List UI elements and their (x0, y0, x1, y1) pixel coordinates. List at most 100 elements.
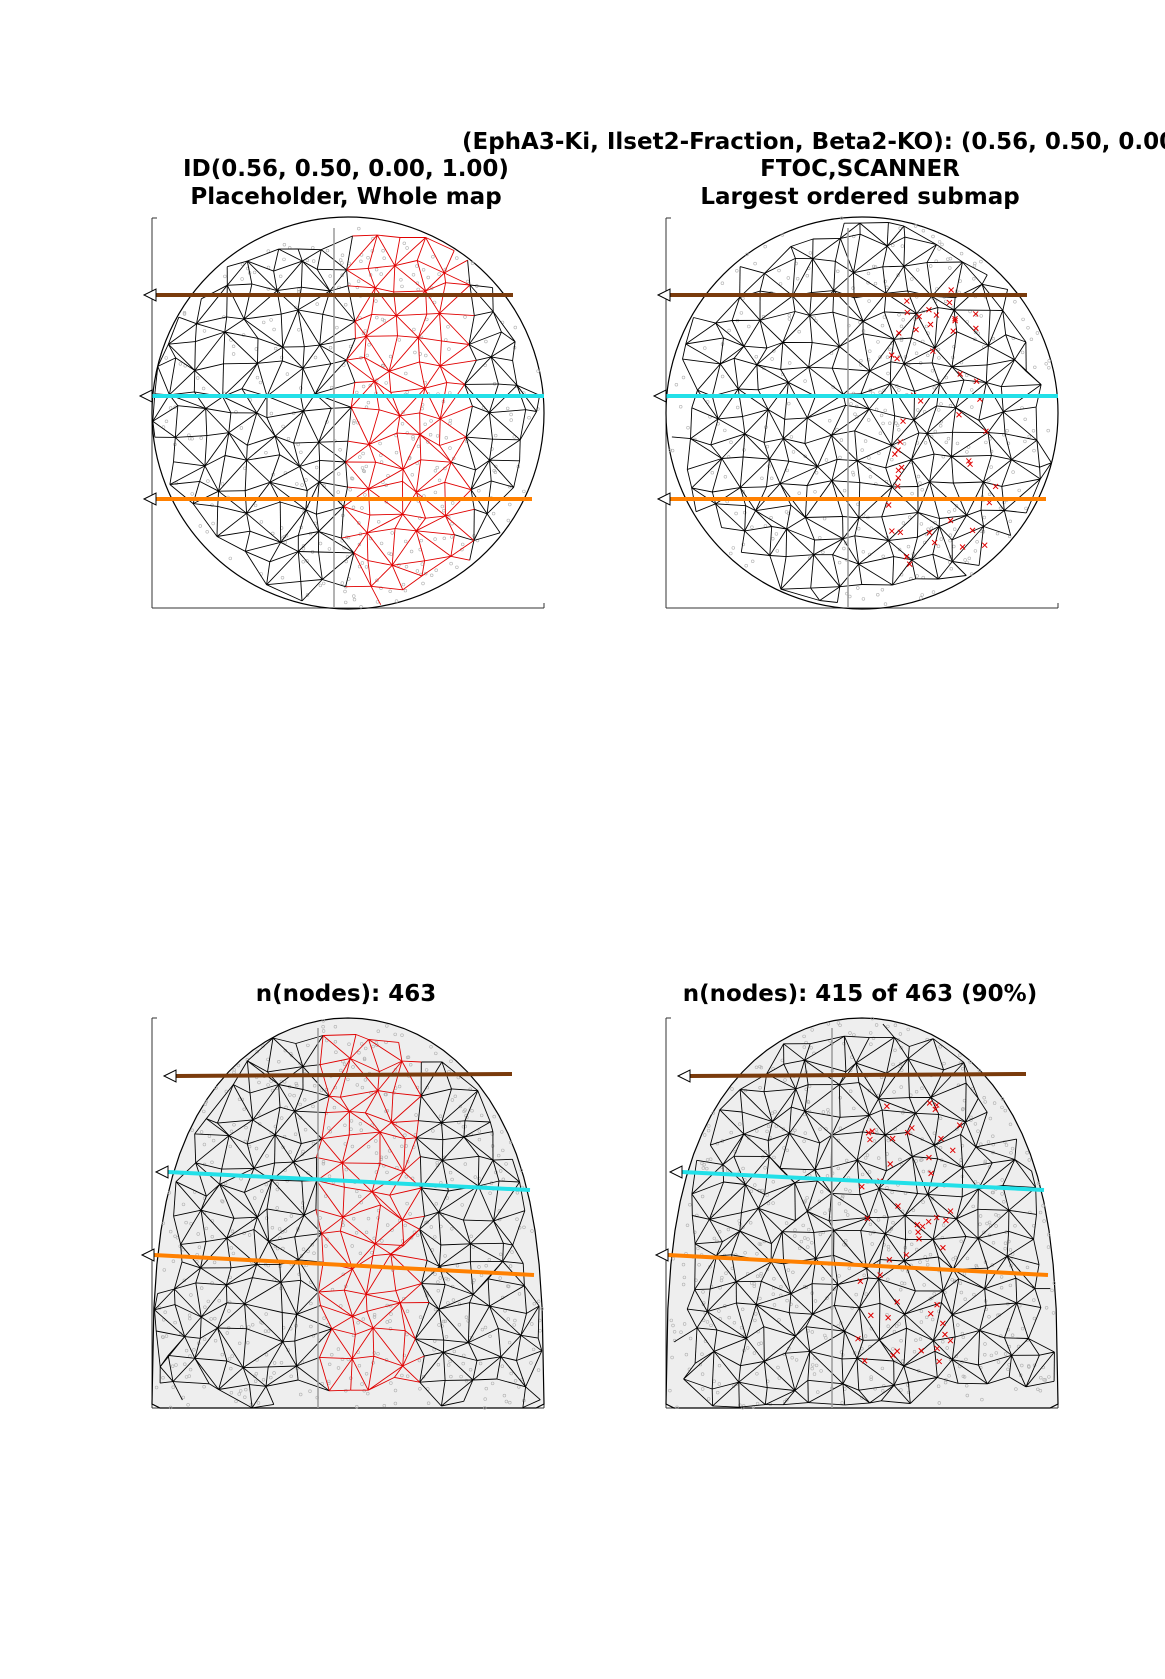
background-point (1020, 1326, 1025, 1331)
background-point (199, 1130, 204, 1134)
background-point (274, 346, 278, 351)
mesh-edge (715, 487, 741, 505)
background-point (488, 1334, 492, 1338)
mesh-edge (780, 483, 808, 486)
background-point (1032, 1316, 1037, 1321)
mesh-edge (854, 430, 858, 461)
unordered-edge (342, 1162, 381, 1164)
unordered-edge (392, 560, 425, 566)
background-point (920, 488, 924, 492)
mesh-edge (891, 432, 920, 446)
cross-stroke (950, 328, 957, 335)
mesh-edge (717, 418, 746, 435)
background-point (752, 1282, 757, 1286)
mesh-edge (477, 1159, 494, 1187)
mesh-edge (787, 382, 808, 419)
mesh-edge (512, 1244, 524, 1264)
mesh-edge (216, 1084, 234, 1124)
mesh-edge (218, 1360, 228, 1390)
background-point (190, 492, 194, 496)
background-point (478, 1361, 483, 1366)
mesh-edge (219, 1169, 223, 1185)
mesh-edge (855, 1037, 870, 1064)
unordered-edge (402, 469, 404, 482)
unordered-edge (415, 530, 426, 561)
mesh-edge (738, 1365, 741, 1383)
background-point (814, 1363, 819, 1368)
mesh-edge (709, 1109, 721, 1146)
mesh-edge (424, 1351, 444, 1357)
mesh-edge (1000, 359, 1016, 387)
background-point (318, 541, 323, 546)
mesh-edge (932, 1340, 936, 1352)
background-point (500, 1364, 504, 1368)
mesh-edge (831, 405, 847, 436)
unordered-edge (401, 1060, 422, 1097)
background-point (754, 355, 759, 359)
background-point (359, 1128, 364, 1132)
mesh-edge (687, 458, 722, 470)
mesh-edge (266, 360, 283, 397)
mesh-edge (886, 1156, 913, 1172)
background-point (937, 247, 941, 251)
mesh-edge (828, 1193, 832, 1221)
background-point (355, 1189, 359, 1194)
mesh-edge (907, 1046, 910, 1059)
mesh-edge (756, 342, 784, 366)
background-point (366, 1391, 370, 1396)
mesh-edge (478, 1180, 500, 1187)
background-point (849, 1089, 853, 1093)
mesh-edge (443, 1342, 469, 1353)
background-point (296, 442, 300, 447)
background-point (872, 264, 876, 269)
background-point (352, 597, 357, 602)
mesh-edge (256, 1217, 270, 1242)
mesh-edge (319, 337, 356, 346)
unordered-nodes (855, 1100, 963, 1365)
panel-br-title: n(nodes): 415 of 463 (90%) (682, 981, 1038, 1007)
mesh-edge (516, 385, 537, 412)
background-point (364, 1372, 369, 1376)
background-point (383, 1092, 388, 1097)
mesh-edge (806, 1180, 818, 1212)
mesh-edge (885, 1132, 907, 1136)
mesh-edge (222, 363, 224, 397)
mesh-edge (913, 419, 920, 434)
mesh-edge (927, 1167, 963, 1195)
mesh-edge (194, 1357, 227, 1362)
mesh-edge (784, 417, 808, 420)
mesh-edge (428, 1302, 440, 1310)
mesh-edge (1001, 478, 1041, 487)
background-point (686, 426, 690, 430)
mesh-edge (905, 1214, 938, 1217)
unordered-edge (392, 564, 423, 577)
mesh-edge (911, 453, 935, 461)
background-point (358, 455, 362, 459)
mesh-edge (243, 318, 259, 339)
background-point (279, 274, 283, 279)
background-point (502, 1393, 507, 1398)
cross-stroke (942, 1331, 948, 1338)
mesh-edge (225, 1267, 232, 1286)
background-point (488, 1191, 492, 1195)
background-point (259, 520, 264, 524)
mesh-edge (473, 532, 501, 541)
background-point (706, 1128, 711, 1133)
mesh-edge (1008, 1376, 1027, 1388)
unordered-edge (418, 337, 442, 342)
mesh-edge (888, 540, 895, 557)
background-point (433, 537, 437, 541)
background-point (340, 253, 345, 257)
mesh-edge (155, 1330, 161, 1367)
background-point (850, 1306, 854, 1310)
background-point (161, 1335, 165, 1339)
mesh-edge (938, 526, 953, 541)
unordered-edge (439, 313, 470, 345)
mesh-edge (319, 344, 332, 365)
background-point (936, 1384, 941, 1388)
mesh-edge (469, 284, 493, 289)
mesh-edge (782, 315, 811, 343)
mesh-edge (468, 344, 477, 361)
unordered-edge (341, 1162, 373, 1193)
mesh-edge (199, 481, 219, 492)
